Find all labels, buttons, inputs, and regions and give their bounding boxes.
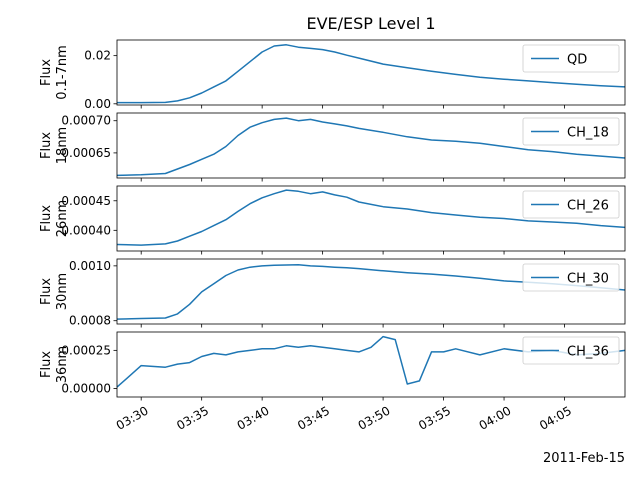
series-line-ch_18 [116,117,626,177]
panel-ch_36: 0.00000 0.00025 Flux 36nm CH_36 [39,331,626,401]
legend-box [522,336,620,365]
y-tick-label: 0.00 [84,97,111,111]
y-axis-label: Flux [39,132,54,159]
y-tick-label: 0.0008 [69,314,111,328]
legend-label: CH_26 [567,199,609,214]
legend-box [522,44,620,73]
chart-title: EVE/ESP Level 1 [306,14,435,33]
y-axis-label: Flux [39,351,54,378]
legend-box [522,190,620,219]
panel-ch_26: 0.00040 0.00045 Flux 26nm CH_26 [39,185,626,255]
panel-ch_18: 0.00065 0.00070 Flux 18nm CH_18 [39,112,626,182]
y-axis-label: Flux [39,278,54,305]
axes-frame [116,258,626,325]
axes-frame [116,185,626,252]
panel-ch_30: 0.0008 0.0010 Flux 30nm CH_30 [39,258,626,328]
series-line-ch_36 [116,335,626,388]
axes-frame [116,331,626,398]
y-tick-label: 0.00000 [61,382,111,396]
legend-box [522,117,620,146]
y-tick-label: 0.00065 [61,146,111,160]
y-axis-label: 18nm [55,127,70,164]
series-line-qd [117,44,626,104]
legend-label: QD [567,53,587,68]
date-label: 2011-Feb-15 [543,451,625,466]
y-tick-label: 0.00070 [61,114,111,128]
y-tick-label: 0.00040 [61,223,111,237]
y-axis-label: 26nm [55,200,70,237]
series-line-ch_30 [116,264,626,320]
legend-box [522,263,620,292]
y-tick-label: 0.02 [84,49,111,63]
y-axis-label: Flux [39,205,54,232]
legend-label: CH_30 [567,272,609,287]
axes-frame [116,39,626,106]
axes-frame [116,112,626,179]
y-axis-label: Flux [39,59,54,86]
legend-label: CH_36 [567,345,609,360]
y-tick-label: 0.0010 [69,259,111,273]
panel-qd: 0.00 0.02 Flux 0.1-7nm QD [39,39,626,111]
legend-label: CH_18 [567,126,609,141]
y-axis-label: 36nm [55,346,70,383]
y-tick-label: 0.00045 [61,194,111,208]
y-axis-label: 30nm [55,273,70,310]
y-axis-label: 0.1-7nm [55,45,70,100]
y-tick-label: 0.00025 [61,343,111,357]
series-line-ch_26 [116,189,626,246]
